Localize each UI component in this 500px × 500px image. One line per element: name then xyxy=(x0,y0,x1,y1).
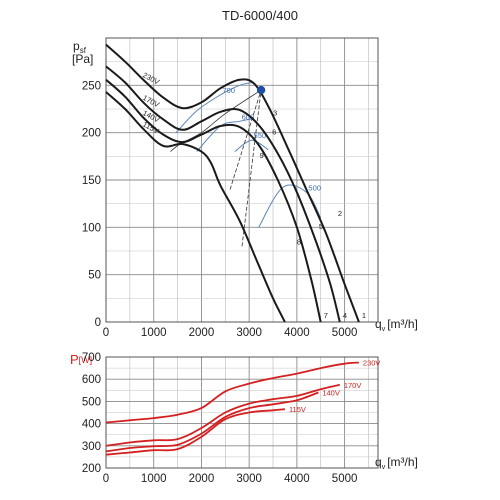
curve-end-label: 7 xyxy=(324,311,328,320)
y-tick-label: 500 xyxy=(82,396,101,408)
point-label: 5 xyxy=(319,222,323,231)
y-tick-label: 200 xyxy=(82,128,101,140)
system-curve-label: 550 xyxy=(254,131,267,140)
power-series-label: 115V xyxy=(289,405,306,414)
y-tick-label: 600 xyxy=(82,374,101,386)
y-tick-label: 400 xyxy=(82,419,101,431)
y-tick-label: 200 xyxy=(82,463,101,475)
curve-end-label: 4 xyxy=(343,311,347,320)
y-tick-label: 100 xyxy=(82,222,101,234)
y-tick-label: 300 xyxy=(82,441,101,453)
svg-text:qv[m³/h]: qv [m³/h] xyxy=(375,317,418,333)
x-tick-label: 3000 xyxy=(236,327,262,339)
point-label: 6 xyxy=(272,128,276,137)
y-tick-label: 700 xyxy=(82,352,101,364)
x-tick-label: 0 xyxy=(103,327,109,339)
power-plot: 0 1000 2000 3000 4000 5000 200 300 400 500 600 700 2… xyxy=(82,352,381,485)
operating-line xyxy=(170,89,262,152)
operating-line xyxy=(229,89,262,190)
y-tick-label: 0 xyxy=(95,317,101,329)
x-tick-label: 5000 xyxy=(332,327,358,339)
y-tick-label: 150 xyxy=(82,175,101,187)
x-tick-label: 1000 xyxy=(141,327,167,339)
x-tick-label: 2000 xyxy=(189,473,215,485)
svg-text:[Pa]: [Pa] xyxy=(72,52,93,66)
system-curve-label: 500 xyxy=(308,183,321,192)
system-curve-550 xyxy=(234,139,269,153)
power-curve-170v xyxy=(105,383,340,447)
bottom-y-axis-label: P[W] xyxy=(70,352,92,367)
power-series-label: 170V xyxy=(344,381,362,390)
power-series-label: 140V xyxy=(322,389,340,398)
svg-text:P[W]: P[W] xyxy=(70,352,92,367)
x-tick-label: 1000 xyxy=(141,473,167,485)
operating-line xyxy=(241,90,262,247)
system-curve-label: 700 xyxy=(223,86,236,95)
y-tick-label: 250 xyxy=(82,80,101,92)
x-tick-label: 2000 xyxy=(189,327,215,339)
pressure-curve-230v xyxy=(105,43,360,323)
point-label: 3 xyxy=(273,109,277,118)
top-y-axis-label: psf [Pa] xyxy=(72,39,93,66)
y-tick-label: 50 xyxy=(88,270,101,282)
x-tick-label: 0 xyxy=(103,473,109,485)
svg-text:psf: psf xyxy=(73,39,87,55)
system-curve-label: 600 xyxy=(242,112,255,121)
power-curve-230v xyxy=(105,361,359,424)
top-x-axis-label: qv [m³/h] xyxy=(375,317,418,333)
power-curve-140v xyxy=(105,391,319,453)
pressure-curve-170v xyxy=(105,65,341,323)
power-series-label: 230V xyxy=(363,359,381,368)
power-curve-115v xyxy=(105,408,285,456)
plot-frame xyxy=(105,37,379,323)
point-label: 2 xyxy=(338,209,342,218)
x-tick-label: 5000 xyxy=(332,473,358,485)
chart-title: TD-6000/400 xyxy=(222,8,298,23)
point-label: 9 xyxy=(260,151,264,160)
bottom-x-axis-label: qv [m³/h] xyxy=(375,455,418,471)
pressure-curve-115v xyxy=(105,91,286,323)
point-label: 8 xyxy=(297,237,301,246)
system-curve-700 xyxy=(175,82,254,134)
pressure-curve-140v xyxy=(105,78,322,323)
x-tick-label: 3000 xyxy=(236,473,262,485)
curve-end-label: 1 xyxy=(362,311,366,320)
plot-frame xyxy=(105,356,379,469)
pressure-plot: 0 1000 2000 3000 4000 5000 0 50 100 150 200 250 700 6… xyxy=(82,37,379,339)
svg-text:qv[m³/h]: qv [m³/h] xyxy=(375,455,418,471)
x-tick-label: 4000 xyxy=(284,473,310,485)
system-curve-600 xyxy=(196,118,254,152)
x-tick-label: 4000 xyxy=(284,327,310,339)
operating-point-marker xyxy=(256,85,266,95)
